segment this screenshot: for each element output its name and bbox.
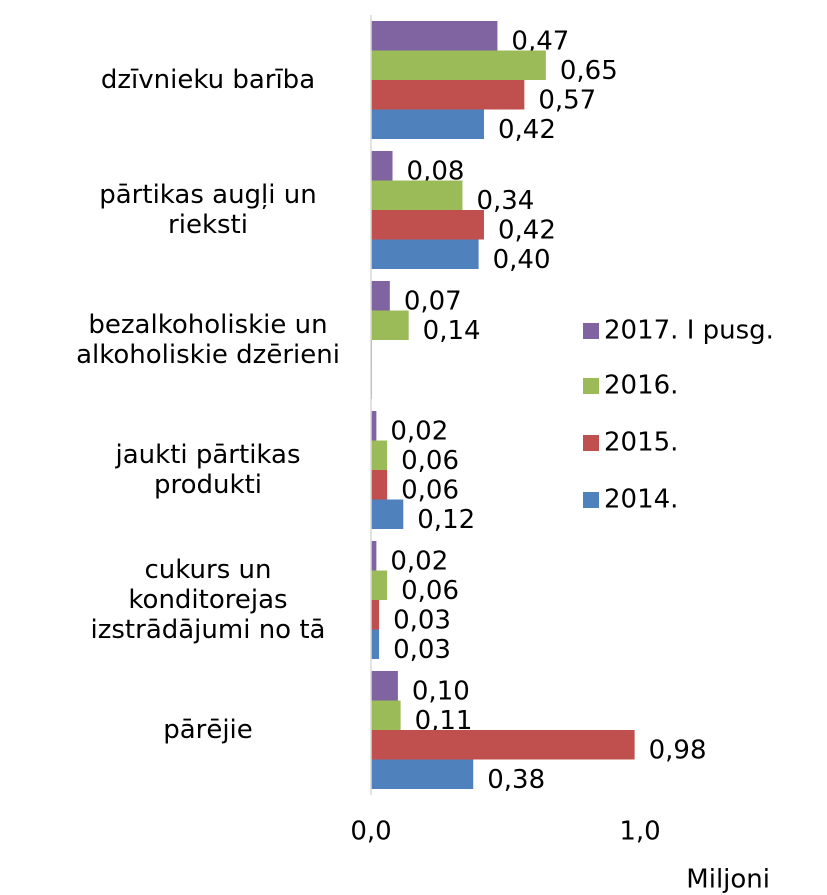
legend-label: 2016. — [604, 371, 678, 401]
data-label: 0,34 — [476, 186, 534, 216]
data-label: 0,38 — [487, 765, 545, 795]
bar — [371, 281, 390, 311]
data-label: 0,57 — [538, 85, 596, 115]
legend-swatch — [583, 378, 599, 394]
y-tick-label: jaukti pārtikas produkti — [115, 440, 301, 500]
legend-label: 2017. I pusg. — [604, 316, 774, 346]
x-tick-label: 1,0 — [619, 817, 660, 847]
data-label: 0,98 — [649, 735, 707, 765]
data-label: 0,14 — [423, 316, 481, 346]
y-tick-label: cukurs un konditorejas izstrādājumi no tā — [91, 555, 326, 645]
bar — [371, 759, 474, 789]
bar — [371, 151, 393, 181]
data-label: 0,40 — [493, 245, 551, 275]
data-label: 0,02 — [390, 546, 448, 576]
bar — [371, 440, 388, 470]
bar — [371, 109, 484, 139]
bar — [371, 50, 546, 80]
data-label: 0,42 — [498, 115, 556, 145]
bar — [371, 730, 635, 760]
legend-label: 2014. — [604, 485, 678, 515]
data-label: 0,12 — [417, 505, 475, 535]
bar — [371, 80, 525, 110]
data-label: 0,42 — [498, 215, 556, 245]
bar — [371, 310, 409, 340]
data-label: 0,02 — [390, 416, 448, 446]
bar — [371, 411, 377, 441]
legend-swatch — [583, 435, 599, 451]
data-label: 0,07 — [404, 286, 462, 316]
bar — [371, 210, 484, 240]
y-tick-label: bezalkoholiskie un alkoholiskie dzērieni — [76, 310, 340, 370]
bar — [371, 180, 463, 210]
data-label: 0,06 — [401, 446, 459, 476]
y-tick-label: pārtikas augļi un rieksti — [99, 180, 316, 240]
x-tick-label: 0,0 — [350, 817, 391, 847]
data-label: 0,03 — [393, 635, 451, 665]
legend-swatch — [583, 492, 599, 508]
y-tick-label: dzīvnieku barība — [101, 65, 315, 95]
data-label: 0,10 — [412, 676, 470, 706]
bar — [371, 671, 398, 701]
data-label: 0,06 — [401, 576, 459, 606]
data-label: 0,65 — [560, 56, 618, 86]
legend-swatch — [583, 323, 599, 339]
bar — [371, 629, 380, 659]
bar — [371, 239, 479, 269]
data-label: 0,03 — [393, 605, 451, 635]
legend-label: 2015. — [604, 428, 678, 458]
data-label: 0,06 — [401, 475, 459, 505]
bar — [371, 499, 404, 529]
bar — [371, 700, 401, 730]
y-tick-label: pārējie — [163, 715, 253, 745]
x-axis-label: Miljoni — [686, 865, 770, 895]
bar — [371, 541, 377, 571]
bar — [371, 570, 388, 600]
bar — [371, 600, 380, 630]
bar — [371, 21, 498, 51]
bar — [371, 470, 388, 500]
